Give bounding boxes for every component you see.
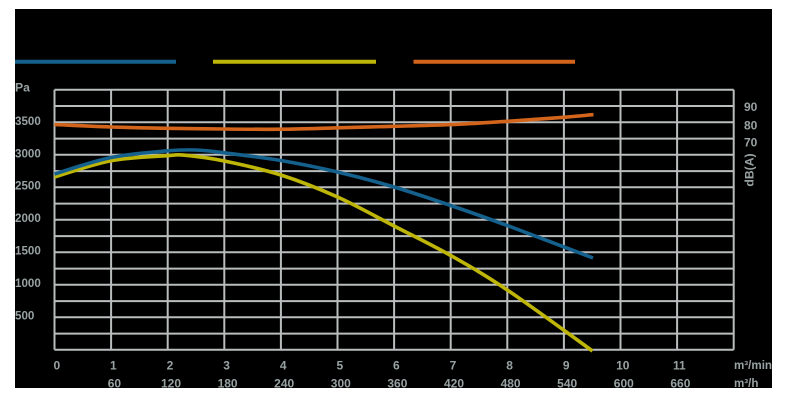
svg-text:3: 3 bbox=[223, 359, 230, 373]
svg-text:480: 480 bbox=[501, 376, 521, 390]
svg-text:m³/min: m³/min bbox=[734, 359, 772, 372]
svg-text:300: 300 bbox=[331, 376, 351, 390]
svg-text:660: 660 bbox=[670, 376, 690, 390]
svg-text:500: 500 bbox=[15, 309, 34, 322]
svg-text:600: 600 bbox=[614, 376, 634, 390]
svg-text:5: 5 bbox=[336, 359, 343, 373]
svg-text:Pa: Pa bbox=[15, 81, 30, 95]
svg-text:9: 9 bbox=[563, 359, 570, 373]
svg-text:2500: 2500 bbox=[15, 180, 41, 193]
svg-text:7: 7 bbox=[450, 359, 457, 373]
svg-text:6: 6 bbox=[393, 359, 400, 373]
svg-text:2000: 2000 bbox=[15, 212, 41, 225]
svg-text:60: 60 bbox=[108, 376, 122, 390]
svg-text:1000: 1000 bbox=[15, 277, 41, 290]
svg-text:540: 540 bbox=[557, 376, 577, 390]
svg-text:360: 360 bbox=[387, 376, 407, 390]
svg-text:120: 120 bbox=[161, 376, 181, 390]
svg-text:11: 11 bbox=[673, 359, 686, 373]
svg-text:420: 420 bbox=[444, 376, 464, 390]
svg-text:180: 180 bbox=[218, 376, 238, 390]
svg-text:1500: 1500 bbox=[15, 244, 41, 257]
svg-text:70: 70 bbox=[744, 136, 758, 150]
svg-text:8: 8 bbox=[506, 359, 513, 373]
svg-text:m³/h: m³/h bbox=[734, 377, 758, 390]
svg-text:10: 10 bbox=[616, 359, 630, 373]
svg-text:dB(A): dB(A) bbox=[743, 153, 757, 186]
svg-text:80: 80 bbox=[744, 119, 758, 133]
svg-text:240: 240 bbox=[274, 376, 294, 390]
svg-text:0: 0 bbox=[53, 359, 60, 373]
svg-text:90: 90 bbox=[744, 100, 758, 114]
svg-text:4: 4 bbox=[280, 359, 287, 373]
svg-text:3000: 3000 bbox=[15, 147, 41, 160]
svg-text:2: 2 bbox=[167, 359, 174, 373]
svg-text:3500: 3500 bbox=[15, 115, 41, 128]
svg-text:1: 1 bbox=[110, 359, 117, 373]
